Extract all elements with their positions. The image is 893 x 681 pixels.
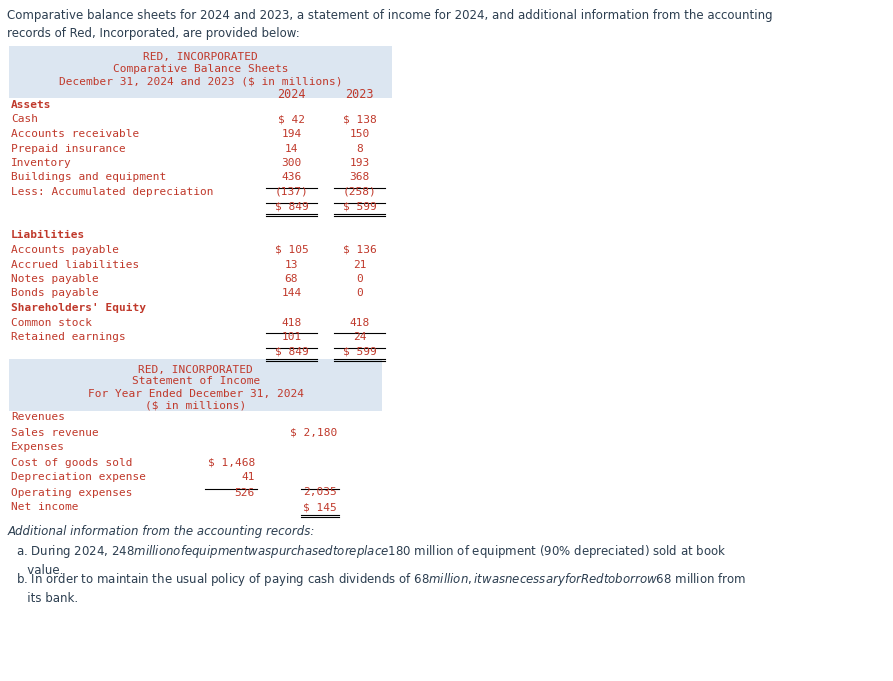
- Text: Common stock: Common stock: [11, 317, 92, 328]
- Text: Buildings and equipment: Buildings and equipment: [11, 172, 166, 183]
- Text: $ 105: $ 105: [274, 245, 308, 255]
- Text: $ 849: $ 849: [274, 347, 308, 356]
- Text: Prepaid insurance: Prepaid insurance: [11, 144, 126, 153]
- Text: 101: 101: [281, 332, 302, 342]
- Text: 68: 68: [285, 274, 298, 284]
- Text: $ 599: $ 599: [343, 202, 377, 212]
- Text: 0: 0: [356, 274, 363, 284]
- Text: Expenses: Expenses: [11, 443, 65, 452]
- Text: For Year Ended December 31, 2024: For Year Ended December 31, 2024: [88, 388, 304, 398]
- Text: 144: 144: [281, 289, 302, 298]
- Text: a. During 2024, $248 million of equipment was purchased to replace $180 million : a. During 2024, $248 million of equipmen…: [16, 543, 727, 577]
- Text: (137): (137): [274, 187, 308, 197]
- Text: 41: 41: [241, 473, 255, 483]
- Text: Cost of goods sold: Cost of goods sold: [11, 458, 132, 467]
- Text: Depreciation expense: Depreciation expense: [11, 473, 146, 483]
- Text: Less: Accumulated depreciation: Less: Accumulated depreciation: [11, 187, 213, 197]
- Text: $ 849: $ 849: [274, 202, 308, 212]
- Text: 2023: 2023: [346, 88, 374, 101]
- Text: Assets: Assets: [11, 100, 52, 110]
- Text: 0: 0: [356, 289, 363, 298]
- Text: Bonds payable: Bonds payable: [11, 289, 99, 298]
- Text: 24: 24: [353, 332, 366, 342]
- Text: Net income: Net income: [11, 503, 79, 513]
- Text: Notes payable: Notes payable: [11, 274, 99, 284]
- Text: Comparative balance sheets for 2024 and 2023, a statement of income for 2024, an: Comparative balance sheets for 2024 and …: [7, 9, 773, 40]
- Text: b. In order to maintain the usual policy of paying cash dividends of $68 million: b. In order to maintain the usual policy…: [16, 571, 747, 605]
- Text: RED, INCORPORATED: RED, INCORPORATED: [138, 364, 254, 375]
- Text: Cash: Cash: [11, 114, 38, 125]
- Text: 150: 150: [349, 129, 370, 139]
- Text: Accounts payable: Accounts payable: [11, 245, 119, 255]
- Text: Accounts receivable: Accounts receivable: [11, 129, 139, 139]
- FancyBboxPatch shape: [9, 358, 382, 411]
- Text: RED, INCORPORATED: RED, INCORPORATED: [143, 52, 258, 62]
- Text: $ 599: $ 599: [343, 347, 377, 356]
- Text: Revenues: Revenues: [11, 413, 65, 422]
- Text: 14: 14: [285, 144, 298, 153]
- Text: Inventory: Inventory: [11, 158, 71, 168]
- Text: Sales revenue: Sales revenue: [11, 428, 99, 437]
- Text: Accrued liabilities: Accrued liabilities: [11, 259, 139, 270]
- Text: Retained earnings: Retained earnings: [11, 332, 126, 342]
- Text: Comparative Balance Sheets: Comparative Balance Sheets: [113, 64, 288, 74]
- Text: Statement of Income: Statement of Income: [131, 377, 260, 387]
- Text: 368: 368: [349, 172, 370, 183]
- FancyBboxPatch shape: [9, 46, 392, 98]
- Text: $ 42: $ 42: [278, 114, 305, 125]
- Text: 436: 436: [281, 172, 302, 183]
- Text: 418: 418: [281, 317, 302, 328]
- Text: 2024: 2024: [277, 88, 305, 101]
- Text: December 31, 2024 and 2023 ($ in millions): December 31, 2024 and 2023 ($ in million…: [59, 76, 342, 86]
- Text: 526: 526: [235, 488, 255, 498]
- Text: 8: 8: [356, 144, 363, 153]
- Text: Additional information from the accounting records:: Additional information from the accounti…: [7, 524, 314, 537]
- Text: $ 138: $ 138: [343, 114, 377, 125]
- Text: 21: 21: [353, 259, 366, 270]
- Text: 13: 13: [285, 259, 298, 270]
- Text: 300: 300: [281, 158, 302, 168]
- Text: (258): (258): [343, 187, 377, 197]
- Text: 193: 193: [349, 158, 370, 168]
- Text: Operating expenses: Operating expenses: [11, 488, 132, 498]
- Text: 2,035: 2,035: [304, 488, 337, 498]
- Text: $ 2,180: $ 2,180: [289, 428, 337, 437]
- Text: Shareholders' Equity: Shareholders' Equity: [11, 303, 146, 313]
- Text: $ 145: $ 145: [304, 503, 337, 513]
- Text: 194: 194: [281, 129, 302, 139]
- Text: $ 136: $ 136: [343, 245, 377, 255]
- Text: Liabilities: Liabilities: [11, 230, 85, 240]
- Text: 418: 418: [349, 317, 370, 328]
- Text: ($ in millions): ($ in millions): [146, 400, 246, 411]
- Text: $ 1,468: $ 1,468: [208, 458, 255, 467]
